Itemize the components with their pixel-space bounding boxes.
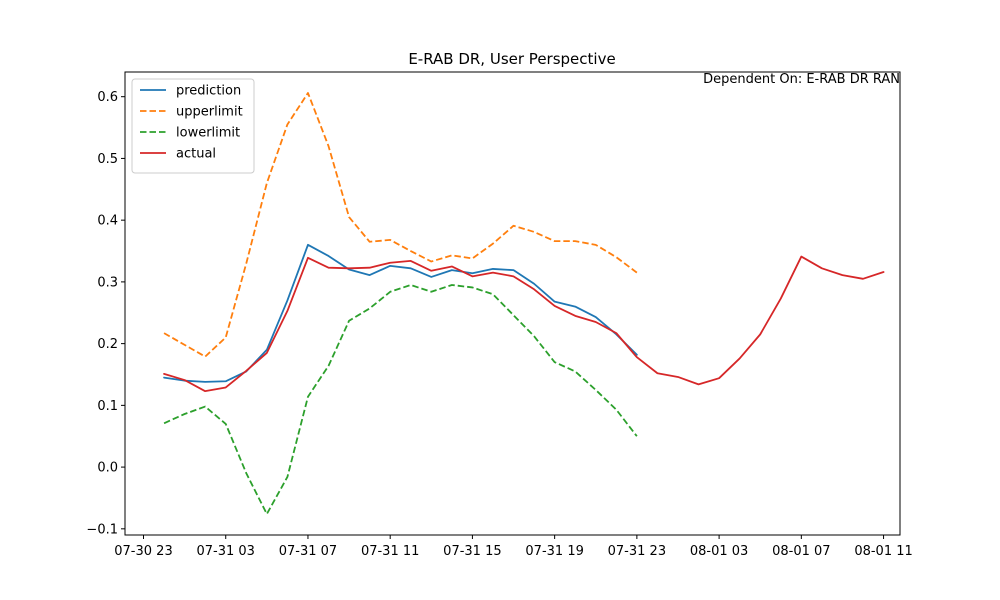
chart-annotation: Dependent On: E-RAB DR RAN [703,72,900,87]
y-tick-label: 0.1 [97,399,118,414]
x-tick-label: 08-01 03 [690,544,748,559]
x-tick-label: 07-30 23 [114,544,172,559]
x-tick-label: 07-31 03 [197,544,255,559]
plot-area [124,71,901,536]
series-line-lowerlimit [163,284,638,515]
legend-label-upperlimit: upperlimit [176,105,243,120]
y-tick-label: 0.2 [97,337,118,352]
y-axis: −0.1 0.0 0.1 0.2 0.3 0.4 0.5 0.6 [86,90,125,537]
series-layer [163,92,885,515]
y-tick-label: 0.0 [97,461,118,476]
x-tick-label: 07-31 23 [608,544,666,559]
x-tick-label: 08-01 11 [854,544,912,559]
y-tick-label: 0.6 [97,90,118,105]
series-line-actual [163,255,885,393]
x-tick-label: 07-31 15 [443,544,501,559]
legend-label-actual: actual [176,147,216,162]
legend: prediction upperlimit lowerlimit actual [131,78,255,174]
y-tick-label: 0.5 [97,152,118,167]
series-line-upperlimit [163,92,638,358]
x-tick-label: 07-31 07 [279,544,337,559]
x-tick-label: 08-01 07 [772,544,830,559]
x-axis: 07-30 23 07-31 03 07-31 07 07-31 11 07-31 15… [114,535,913,559]
legend-label-prediction: prediction [176,84,241,99]
y-tick-label: 0.3 [97,275,118,290]
x-tick-label: 07-31 19 [525,544,583,559]
y-tick-label: 0.4 [97,214,118,229]
legend-label-lowerlimit: lowerlimit [176,126,240,141]
chart-title: E-RAB DR, User Perspective [408,50,615,68]
legend-box [131,78,255,174]
x-tick-label: 07-31 11 [361,544,419,559]
y-tick-label: −0.1 [86,522,118,537]
